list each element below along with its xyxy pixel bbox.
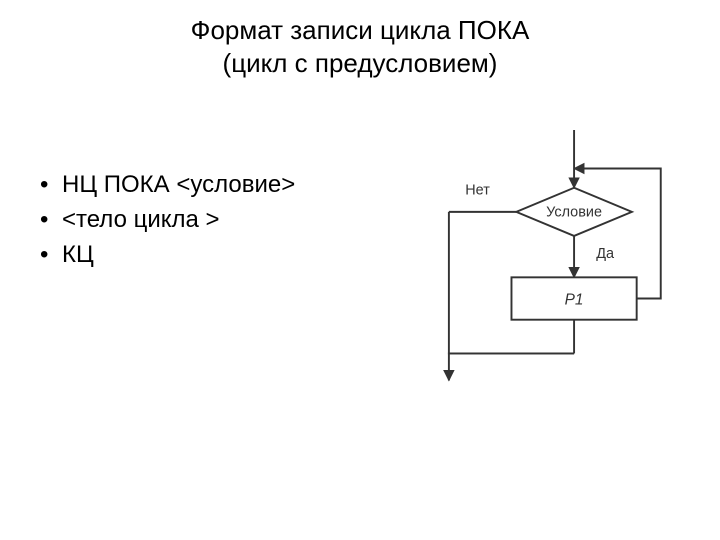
bullet-icon: • — [40, 203, 62, 238]
bullet-icon: • — [40, 238, 62, 273]
svg-text:P1: P1 — [565, 291, 584, 308]
bullet-text: НЦ ПОКА <условие> — [62, 171, 295, 198]
list-item: •<тело цикла > — [40, 203, 295, 238]
bullet-text: КЦ — [62, 241, 94, 268]
bullet-list: •НЦ ПОКА <условие> •<тело цикла > •КЦ — [40, 168, 295, 272]
title-line-1: Формат записи цикла ПОКА — [0, 14, 720, 47]
svg-text:Условие: Условие — [546, 205, 602, 221]
svg-text:Нет: Нет — [465, 183, 490, 199]
flowchart-diagram: Да Нет Условие P1 — [400, 130, 700, 390]
list-item: •КЦ — [40, 238, 295, 273]
slide-title: Формат записи цикла ПОКА (цикл с предусл… — [0, 14, 720, 79]
svg-text:Да: Да — [596, 246, 615, 262]
bullet-icon: • — [40, 168, 62, 203]
list-item: •НЦ ПОКА <условие> — [40, 168, 295, 203]
title-line-2: (цикл с предусловием) — [0, 47, 720, 80]
bullet-text: <тело цикла > — [62, 206, 220, 233]
